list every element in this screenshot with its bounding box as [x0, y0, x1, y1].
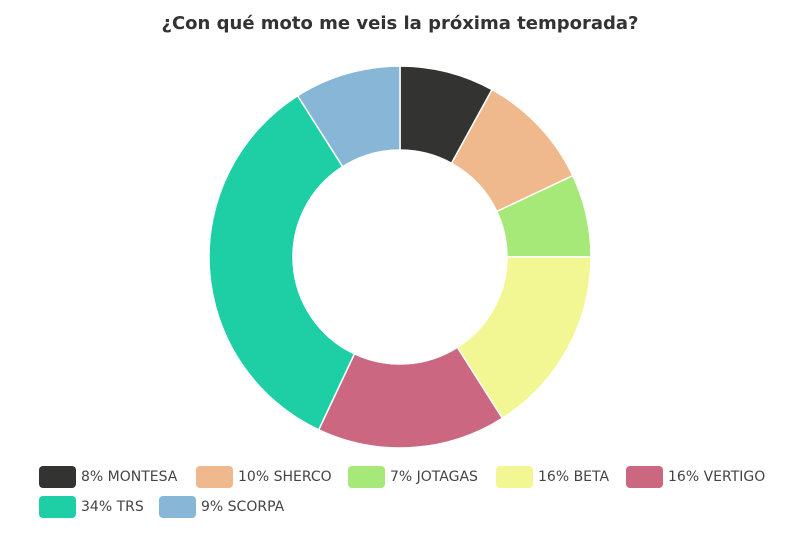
- legend-swatch-vertigo: [626, 466, 663, 488]
- legend-label-trs: 34% TRS: [81, 499, 144, 515]
- slice-trs[interactable]: [208, 94, 356, 431]
- legend-swatch-beta: [496, 466, 533, 488]
- legend-label-beta: 16% BETA: [538, 469, 610, 485]
- legend-label-scorpa: 9% SCORPA: [201, 499, 285, 515]
- legend-item-trs[interactable]: 34% TRS: [39, 496, 144, 518]
- legend-swatch-jotagas: [348, 466, 385, 488]
- legend-item-jotagas[interactable]: 7% JOTAGAS: [348, 466, 478, 488]
- legend-item-sherco[interactable]: 10% SHERCO: [196, 466, 332, 488]
- legend-item-scorpa[interactable]: 9% SCORPA: [159, 496, 284, 518]
- legend-label-jotagas: 7% JOTAGAS: [390, 469, 478, 485]
- legend-swatch-trs: [39, 496, 76, 518]
- legend-item-vertigo[interactable]: 16% VERTIGO: [626, 466, 765, 488]
- legend-label-montesa: 8% MONTESA: [81, 469, 178, 485]
- legend-swatch-scorpa: [159, 496, 196, 518]
- legend-label-vertigo: 16% VERTIGO: [668, 469, 766, 485]
- chart-title: ¿Con qué moto me veis la próxima tempora…: [161, 13, 639, 34]
- legend-swatch-montesa: [39, 466, 76, 488]
- legend-item-beta[interactable]: 16% BETA: [496, 466, 609, 488]
- slice-scorpa[interactable]: [296, 65, 401, 168]
- legend-item-montesa[interactable]: 8% MONTESA: [39, 466, 177, 488]
- legend-label-sherco: 10% SHERCO: [238, 469, 332, 485]
- legend-swatch-sherco: [196, 466, 233, 488]
